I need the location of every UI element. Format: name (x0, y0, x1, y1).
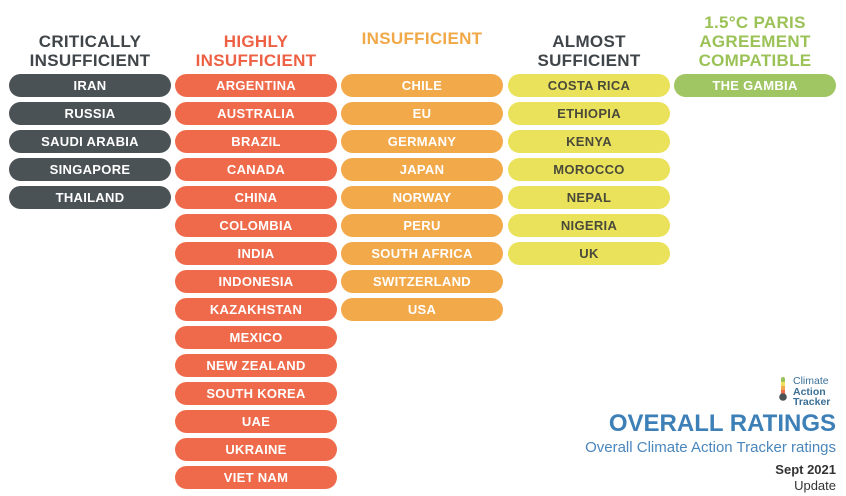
column-critically-insufficient: CRITICALLY INSUFFICIENT IRAN RUSSIA SAUDI … (9, 0, 171, 209)
country-pill: AUSTRALIA (175, 102, 337, 125)
footer-update: Update (794, 478, 836, 493)
country-pill: SOUTH KOREA (175, 382, 337, 405)
footer-title: OVERALL RATINGS (608, 410, 836, 437)
column-almost-sufficient: ALMOST SUFFICIENT COSTA RICA ETHIOPIA KENY… (508, 0, 670, 265)
country-list: THE GAMBIA (674, 74, 836, 102)
footer-subtitle: Overall Climate Action Tracker ratings (585, 439, 836, 456)
logo-line-2: Action (793, 385, 826, 398)
column-header: INSUFFICIENT (361, 28, 483, 48)
country-list: IRAN RUSSIA SAUDI ARABIA SINGAPORE THAILAND (9, 74, 171, 214)
country-pill: IRAN (9, 74, 171, 97)
country-pill: SOUTH AFRICA (341, 242, 503, 265)
country-pill: BRAZIL (175, 130, 337, 153)
logo-line-3: Tracker (793, 396, 831, 408)
country-pill: NORWAY (341, 186, 503, 209)
country-pill: RUSSIA (9, 102, 171, 125)
country-pill: CHINA (175, 186, 337, 209)
column-paris-compatible: 1.5°C PARIS AGREEMENT COMPATIBLE THE GAM… (674, 0, 836, 97)
column-insufficient: INSUFFICIENT CHILE EU GERMANY JAPAN NORWAY PE… (341, 0, 503, 321)
country-pill: JAPAN (341, 158, 503, 181)
country-pill: THE GAMBIA (674, 74, 836, 97)
country-pill: ETHIOPIA (508, 102, 670, 125)
country-pill: GERMANY (341, 130, 503, 153)
country-pill: SAUDI ARABIA (9, 130, 171, 153)
country-pill: NEPAL (508, 186, 670, 209)
country-pill: USA (341, 298, 503, 321)
country-pill: KAZAKHSTAN (175, 298, 337, 321)
column-header: HIGHLY INSUFFICIENT (195, 32, 317, 70)
country-pill: CANADA (175, 158, 337, 181)
column-header: 1.5°C PARIS AGREEMENT COMPATIBLE (698, 13, 812, 70)
column-header: CRITICALLY INSUFFICIENT (29, 32, 151, 70)
country-pill: KENYA (508, 130, 670, 153)
thermometer-icon (779, 377, 787, 401)
country-pill: COSTA RICA (508, 74, 670, 97)
column-highly-insufficient: HIGHLY INSUFFICIENT ARGENTINA AUSTRALIA BR… (175, 0, 337, 489)
country-pill: PERU (341, 214, 503, 237)
column-header: ALMOST SUFFICIENT (537, 32, 641, 70)
country-list: CHILE EU GERMANY JAPAN NORWAY PERU SOUTH AFRIC… (341, 74, 503, 326)
country-pill: MEXICO (175, 326, 337, 349)
country-pill: VIET NAM (175, 466, 337, 489)
ratings-footer: OVERALL RATINGS Overall Climate Action T… (585, 410, 836, 494)
country-pill: EU (341, 102, 503, 125)
footer-date: Sept 2021 (775, 462, 836, 477)
country-pill: INDIA (175, 242, 337, 265)
country-pill: UK (508, 242, 670, 265)
country-pill: MOROCCO (508, 158, 670, 181)
country-pill: ARGENTINA (175, 74, 337, 97)
logo-line-1: Climate (793, 375, 829, 387)
country-pill: SWITZERLAND (341, 270, 503, 293)
country-pill: INDONESIA (175, 270, 337, 293)
country-pill: UAE (175, 410, 337, 433)
country-pill: CHILE (341, 74, 503, 97)
country-pill: NIGERIA (508, 214, 670, 237)
logo-text: Climate Action Tracker (793, 376, 830, 408)
country-pill: SINGAPORE (9, 158, 171, 181)
climate-action-tracker-logo: Climate Action Tracker (775, 374, 839, 410)
country-list: ARGENTINA AUSTRALIA BRAZIL CANADA CHINA COLOM… (175, 74, 337, 494)
country-pill: NEW ZEALAND (175, 354, 337, 377)
country-list: COSTA RICA ETHIOPIA KENYA MOROCCO NEPAL NIGER… (508, 74, 670, 270)
country-pill: UKRAINE (175, 438, 337, 461)
country-pill: THAILAND (9, 186, 171, 209)
country-pill: COLOMBIA (175, 214, 337, 237)
